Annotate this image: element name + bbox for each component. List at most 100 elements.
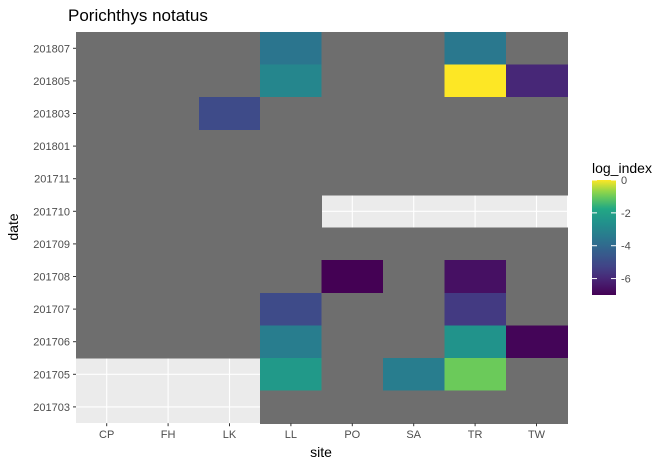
heatmap-cell-tr-201708 [444, 260, 507, 294]
heatmap-cell-sa-201703 [383, 390, 445, 424]
x-tick-label-ll: LL [285, 429, 297, 441]
heatmap-cell-lk-201803 [198, 97, 261, 131]
y-tick-label-201709: 201709 [33, 239, 70, 251]
y-tick-label-201706: 201706 [33, 337, 70, 349]
heatmap-cell-cp-201711 [76, 162, 138, 196]
heatmap-cell-ll-201711 [260, 162, 323, 196]
heatmap-cell-fh-201803 [137, 97, 200, 131]
heatmap-cell-lk-201801 [198, 129, 261, 163]
heatmap-cell-cp-201807 [76, 32, 138, 66]
heatmap-cell-lk-201707 [198, 292, 261, 326]
heatmap-cell-cp-201707 [76, 292, 138, 326]
legend-ticks: 0 -2 -4 -6 [592, 175, 631, 286]
heatmap-cell-tr-201705 [444, 358, 507, 392]
x-tick-label-fh: FH [161, 429, 176, 441]
x-axis-title: site [310, 444, 332, 460]
heatmap-cell-fh-201706 [137, 325, 200, 359]
heatmap-cell-cp-201801 [76, 129, 138, 163]
heatmap-cell-po-201705 [321, 358, 384, 392]
heatmap-cell-tw-201807 [505, 32, 568, 66]
heatmap-cell-lk-201805 [198, 64, 261, 98]
y-tick-label-201801: 201801 [33, 141, 70, 153]
heatmap-cell-po-201807 [321, 32, 384, 66]
heatmap-cell-tr-201807 [444, 32, 507, 66]
x-tick-label-po: PO [344, 429, 360, 441]
legend-colorbar [592, 180, 616, 295]
y-axis-title: date [5, 213, 21, 240]
heatmap-cell-sa-201706 [383, 325, 445, 359]
heatmap-cell-ll-201708 [260, 260, 323, 294]
y-tick-label-201711: 201711 [34, 174, 70, 186]
y-tick-label-201707: 201707 [33, 304, 70, 316]
heatmap-cell-fh-201709 [137, 227, 200, 261]
heatmap-cell-fh-201805 [137, 64, 200, 98]
heatmap-cell-po-201801 [321, 129, 384, 163]
heatmap-cell-ll-201703 [260, 390, 323, 424]
heatmap-cell-po-201803 [321, 97, 384, 131]
y-axis-ticks: 201703 201705 201706 201707 201708 201709 2017… [33, 43, 76, 414]
heatmap-cell-tw-201705 [505, 358, 568, 392]
heatmap-cell-lk-201711 [198, 162, 261, 196]
heatmap-cell-cp-201803 [76, 97, 138, 131]
heatmap-cell-tr-201703 [444, 390, 507, 424]
heatmap-cell-ll-201807 [260, 32, 323, 66]
heatmap-cell-sa-201707 [383, 292, 445, 326]
x-tick-label-tw: TW [528, 429, 546, 441]
heatmap-cell-sa-201711 [383, 162, 445, 196]
y-tick-label-201805: 201805 [33, 76, 70, 88]
heatmap-cell-sa-201803 [383, 97, 445, 131]
heatmap-cell-tw-201706 [505, 325, 568, 359]
heatmap-cell-sa-201801 [383, 129, 445, 163]
heatmap-cell-lk-201706 [198, 325, 261, 359]
heatmap-cell-fh-201801 [137, 129, 200, 163]
heatmap-cell-cp-201710 [76, 195, 138, 229]
heatmap-cell-tw-201801 [505, 129, 568, 163]
x-tick-label-sa: SA [406, 429, 421, 441]
heatmap-cell-sa-201709 [383, 227, 445, 261]
heatmap-cell-tr-201711 [444, 162, 507, 196]
chart-title: Porichthys notatus [68, 6, 208, 25]
heatmap-cell-po-201709 [321, 227, 384, 261]
legend-tick-label: -4 [621, 241, 631, 253]
heatmap-cell-cp-201706 [76, 325, 138, 359]
heatmap-cell-ll-201801 [260, 129, 323, 163]
y-tick-label-201708: 201708 [33, 272, 70, 284]
heatmap-cell-po-201707 [321, 292, 384, 326]
heatmap-cell-cp-201709 [76, 227, 138, 261]
heatmap-cell-tw-201803 [505, 97, 568, 131]
heatmap-cell-tw-201703 [505, 390, 568, 424]
heatmap-cell-po-201706 [321, 325, 384, 359]
y-tick-label-201705: 201705 [33, 369, 70, 381]
heatmap-cell-fh-201708 [137, 260, 200, 294]
legend-tick-label: -6 [621, 274, 631, 286]
legend-tick-label: -2 [621, 208, 631, 220]
heatmap-cell-fh-201710 [137, 195, 200, 229]
heatmap-cell-fh-201807 [137, 32, 200, 66]
heatmap-cell-lk-201807 [198, 32, 261, 66]
y-tick-label-201803: 201803 [33, 109, 70, 121]
x-tick-label-tr: TR [468, 429, 483, 441]
heatmap-cell-tw-201709 [505, 227, 568, 261]
heatmap-cell-tr-201803 [444, 97, 507, 131]
heatmap-cell-fh-201707 [137, 292, 200, 326]
heatmap-cell-ll-201707 [260, 292, 323, 326]
legend-title: log_index [592, 160, 652, 176]
heatmap-cell-ll-201805 [260, 64, 323, 98]
color-legend: log_index 0 -2 -4 -6 [592, 160, 652, 295]
heatmap-cell-ll-201710 [260, 195, 323, 229]
x-axis-ticks: CP FH LK LL PO SA TR TW [99, 423, 546, 441]
heatmap-cells [76, 32, 568, 424]
heatmap-cell-tw-201711 [505, 162, 568, 196]
y-tick-label-201807: 201807 [33, 43, 70, 55]
heatmap-cell-ll-201705 [260, 358, 323, 392]
heatmap-cell-tw-201708 [505, 260, 568, 294]
heatmap-cell-ll-201706 [260, 325, 323, 359]
heatmap-cell-lk-201710 [198, 195, 261, 229]
heatmap-cell-cp-201708 [76, 260, 138, 294]
heatmap-cell-tw-201805 [505, 64, 568, 98]
heatmap-cell-sa-201807 [383, 32, 445, 66]
x-tick-label-lk: LK [223, 429, 237, 441]
heatmap-cell-tr-201709 [444, 227, 507, 261]
y-tick-label-201710: 201710 [33, 206, 70, 218]
